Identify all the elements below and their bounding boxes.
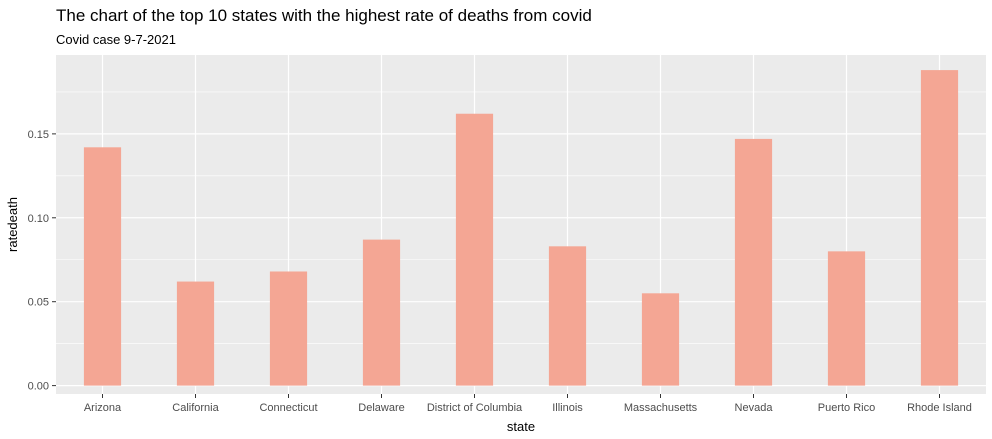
x-tick-label: Rhode Island [907, 402, 972, 414]
x-tick-label: Puerto Rico [818, 402, 875, 414]
chart-title: The chart of the top 10 states with the … [56, 6, 592, 25]
y-tick-label: 0.10 [28, 213, 49, 225]
y-tick-label: 0.15 [28, 129, 49, 141]
bar-delaware [362, 239, 401, 386]
y-axis-ticks: 0.00 0.05 0.10 0.15 [28, 129, 56, 393]
y-tick-label: 0.05 [28, 297, 49, 309]
bar-illinois [548, 246, 587, 386]
x-axis-title: state [507, 419, 535, 434]
y-tick-label: 0.00 [28, 381, 49, 393]
x-tick-label: Illinois [552, 402, 583, 414]
bars [83, 70, 959, 386]
bar-district-of-columbia [455, 113, 494, 386]
x-tick-label: District of Columbia [427, 402, 523, 414]
bar-massachusetts [641, 293, 680, 386]
x-tick-label: Connecticut [259, 402, 317, 414]
bar-puerto-rico [827, 251, 866, 386]
x-tick-label: Nevada [735, 402, 774, 414]
bar-arizona [83, 147, 122, 386]
bar-rhode-island [920, 70, 959, 386]
chart-subtitle: Covid case 9-7-2021 [56, 32, 176, 47]
y-axis-title: ratedeath [5, 197, 20, 252]
x-tick-label: California [172, 402, 219, 414]
x-tick-label: Massachusetts [624, 402, 698, 414]
bar-nevada [734, 138, 773, 386]
x-axis-ticks: Arizona California Connecticut Delaware Dist… [84, 394, 972, 414]
x-tick-label: Delaware [358, 402, 404, 414]
bar-california [176, 281, 215, 386]
bar-connecticut [269, 271, 308, 386]
x-tick-label: Arizona [84, 402, 122, 414]
